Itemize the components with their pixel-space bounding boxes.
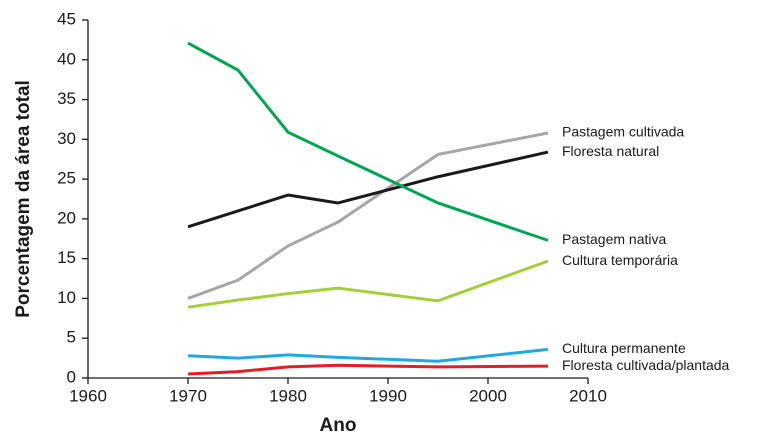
series-line xyxy=(187,363,549,376)
y-tick-label: 20 xyxy=(57,208,76,227)
series-line xyxy=(187,259,549,309)
y-tick-label: 35 xyxy=(57,89,76,108)
x-tick-label: 1960 xyxy=(69,386,107,405)
series-label: Pastagem cultivada xyxy=(562,124,684,140)
y-tick-label: 15 xyxy=(57,248,76,267)
series-line xyxy=(187,131,549,300)
y-axis-title: Porcentagem da área total xyxy=(13,80,34,318)
series-label: Floresta cultivada/plantada xyxy=(562,357,730,373)
series-label: Cultura permanente xyxy=(562,340,686,356)
y-tick-label: 10 xyxy=(57,288,76,307)
y-tick-label: 30 xyxy=(57,129,76,148)
x-axis-title: Ano xyxy=(320,415,357,435)
y-tick-label: 40 xyxy=(57,49,76,68)
y-tick-label: 25 xyxy=(57,169,76,188)
series-label: Floresta natural xyxy=(562,143,659,159)
x-tick-label: 2000 xyxy=(469,386,507,405)
x-tick-label: 1990 xyxy=(369,386,407,405)
y-tick-label: 0 xyxy=(67,367,76,386)
series-line xyxy=(187,347,549,363)
series-line xyxy=(187,41,549,242)
series-label: Cultura temporária xyxy=(562,252,678,268)
series-label: Pastagem nativa xyxy=(562,231,666,247)
y-tick-label: 5 xyxy=(67,328,76,347)
x-tick-label: 1980 xyxy=(269,386,307,405)
y-tick-label: 45 xyxy=(57,9,76,28)
series-line xyxy=(187,150,549,229)
x-tick-label: 1970 xyxy=(169,386,207,405)
x-tick-label: 2010 xyxy=(569,386,607,405)
